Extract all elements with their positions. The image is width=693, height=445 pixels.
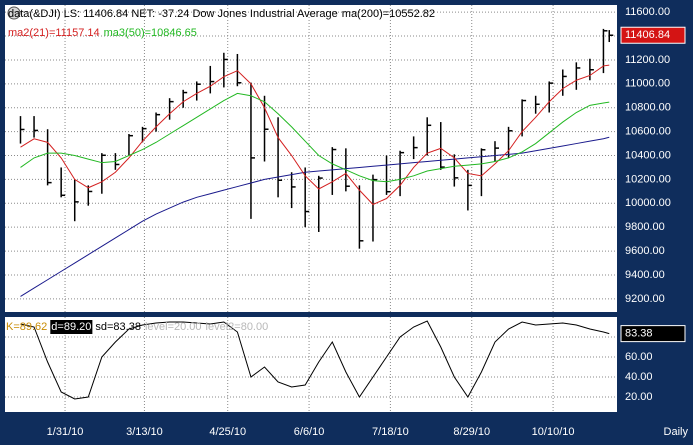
- legend-entry: sd=83.38: [95, 321, 141, 333]
- last-value-box: [620, 325, 686, 343]
- indicator-line: [20, 64, 610, 206]
- legend-entry: K=89.62: [6, 321, 47, 333]
- y-tick-label: 10000.00: [625, 197, 671, 209]
- y-tick-label: 11200.00: [625, 54, 670, 66]
- chart-title: data(&DJI) LS: 11406.84 NET: -37.24 Dow …: [8, 8, 338, 20]
- x-tick-label: 7/18/10: [372, 426, 409, 438]
- legend-entry: level2=80.00: [206, 321, 269, 333]
- price-panel: [5, 5, 617, 312]
- legend-entry: ma3(50)=10846.65: [104, 27, 197, 39]
- icon: [7, 6, 21, 20]
- legend-entry: ma2(21)=11157.14: [8, 27, 100, 39]
- y-tick-label: 20.00: [625, 391, 653, 403]
- x-tick-label: 1/31/10: [47, 426, 84, 438]
- y-tick-label: 11600.00: [625, 6, 670, 18]
- y-tick-label: 9800.00: [625, 221, 665, 233]
- x-tick-label: 6/6/10: [294, 426, 325, 438]
- y-tick-label: 9200.00: [625, 293, 665, 305]
- legend-entry: level=20.00: [145, 321, 202, 333]
- y-tick-label: 40.00: [625, 371, 653, 383]
- legend-entry: d=89.20: [51, 321, 91, 333]
- y-tick-label: 10200.00: [625, 173, 671, 185]
- legend-box: [50, 320, 93, 334]
- y-tick-label: 9600.00: [625, 245, 665, 257]
- x-tick-label: 8/29/10: [453, 426, 490, 438]
- oscillator-panel: [5, 317, 617, 412]
- last-value-label: 83.38: [625, 328, 653, 340]
- x-tick-label: 3/13/10: [126, 426, 163, 438]
- indicator-line: [20, 92, 610, 183]
- y-tick-label: 9400.00: [625, 269, 665, 281]
- legend-entry: ma(200)=10552.82: [342, 8, 435, 20]
- y-tick-label: 11000.00: [625, 78, 670, 90]
- y-tick-label: 10800.00: [625, 102, 671, 114]
- indicator-line: [20, 320, 610, 400]
- last-price-box: [620, 26, 686, 44]
- x-tick-label: 4/25/10: [209, 426, 246, 438]
- y-tick-label: 60.00: [625, 351, 653, 363]
- last-price-label: 11406.84: [625, 29, 670, 41]
- x-axis-label: Daily: [664, 426, 689, 438]
- y-tick-label: 10400.00: [625, 149, 671, 161]
- y-tick-label: 10600.00: [625, 126, 671, 138]
- x-tick-label: 10/10/10: [532, 426, 575, 438]
